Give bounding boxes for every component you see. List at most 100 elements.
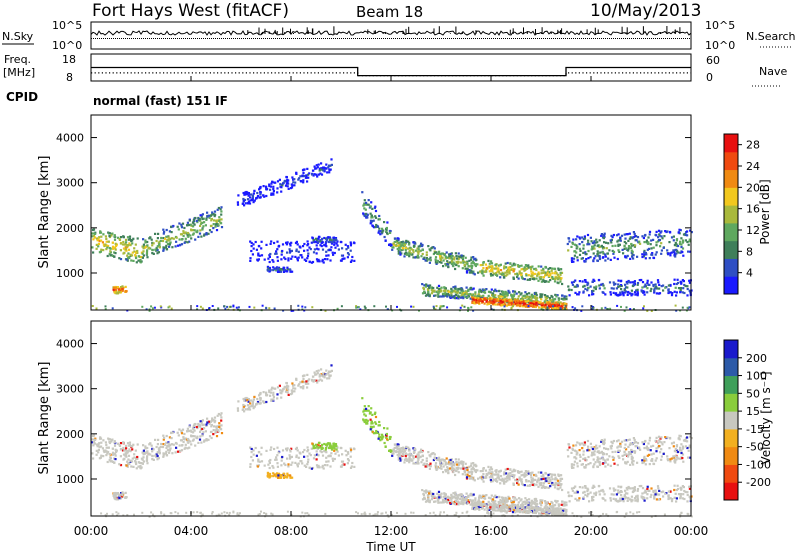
range-gate-cell [395,244,398,248]
range-gate-cell [127,444,130,447]
range-gate-cell [433,307,435,310]
range-gate-cell [242,197,245,201]
range-gate-cell [544,298,547,301]
range-gate-cell [535,277,538,280]
range-gate-cell [104,441,107,444]
range-gate-cell [437,295,440,298]
range-gate-cell [270,192,273,195]
range-gate-cell [167,239,170,242]
range-gate-cell [301,375,305,378]
range-gate-cell [519,302,522,305]
range-gate-cell [144,445,147,448]
range-gate-cell [163,436,166,439]
range-gate-cell [175,236,178,239]
range-gate-cell [367,203,370,206]
range-gate-cell [472,478,475,481]
range-gate-cell [125,464,128,467]
range-gate-cell [515,292,518,295]
range-gate-cell [525,470,528,473]
range-gate-cell [124,290,127,293]
nsearch-dot [315,38,316,39]
range-gate-cell [497,270,500,273]
range-gate-cell [662,289,665,292]
range-gate-cell [582,244,585,247]
range-gate-cell [151,458,154,461]
range-gate-cell [548,274,551,278]
range-gate-cell [204,233,207,236]
range-gate-cell [94,232,97,235]
range-gate-cell [242,403,245,407]
range-gate-cell [549,480,552,483]
nsearch-dot [631,38,632,39]
range-gate-cell [170,231,173,234]
nsearch-dot [559,38,560,39]
range-gate-cell [454,287,457,290]
range-gate-cell [506,467,509,471]
range-gate-cell [520,272,523,275]
range-gate-cell [124,238,128,241]
range-gate-cell [183,447,186,450]
nsearch-dot [373,38,374,39]
range-gate-cell [203,440,206,443]
range-gate-cell [624,290,627,293]
range-gate-cell [417,454,420,457]
nsearch-dot [543,38,544,39]
range-gate-cell [408,455,411,459]
range-gate-cell [545,273,548,277]
range-gate-cell [404,248,407,252]
range-gate-cell [643,285,646,288]
range-gate-cell [301,451,305,454]
range-gate-cell [290,392,294,395]
range-gate-cell [540,486,543,489]
range-gate-cell [117,236,120,239]
nsearch-dot [293,38,294,39]
range-gate-cell [540,298,543,301]
range-gate-cell [472,466,475,469]
range-gate-cell [163,230,166,233]
nsearch-dot [445,38,446,39]
nsearch-dot [645,38,646,39]
range-gate-cell [370,216,373,219]
range-gate-cell [433,289,436,292]
nsearch-dot [177,38,178,39]
range-gate-cell [121,285,124,288]
range-gate-cell [269,269,272,272]
range-gate-cell [162,237,165,240]
range-gate-cell [500,294,503,297]
cpid-label: CPID [6,90,38,104]
nsearch-dot [101,38,102,39]
range-gate-cell [525,274,528,277]
range-gate-cell [312,174,315,177]
range-gate-cell [362,212,365,215]
range-gate-cell [272,393,275,397]
range-gate-cell [385,435,388,439]
range-gate-cell [206,417,209,420]
range-gate-cell [596,253,599,256]
range-gate-cell [340,460,344,463]
range-gate-cell [115,244,118,247]
range-gate-cell [323,258,327,261]
range-gate-cell [534,295,537,298]
nsearch-dot [487,38,488,39]
nsearch-dot [489,38,490,39]
range-gate-cell [113,457,116,460]
range-gate-cell [594,241,597,244]
range-gate-cell [133,247,136,250]
range-gate-cell [235,306,238,309]
range-gate-cell [286,241,289,244]
range-gate-cell [541,293,544,296]
noise-spike [293,33,294,34]
range-gate-cell [198,424,202,427]
range-gate-cell [490,269,493,272]
range-gate-cell [592,289,595,292]
range-gate-cell [327,460,330,463]
range-gate-cell [220,416,223,419]
range-gate-cell [461,473,464,476]
range-gate-cell [553,307,556,310]
range-gate-cell [278,178,281,181]
range-gate-cell [107,244,110,248]
noise-spike [307,30,309,34]
range-gate-cell [201,307,204,310]
range-gate-cell [542,279,545,282]
range-gate-cell [657,239,661,242]
